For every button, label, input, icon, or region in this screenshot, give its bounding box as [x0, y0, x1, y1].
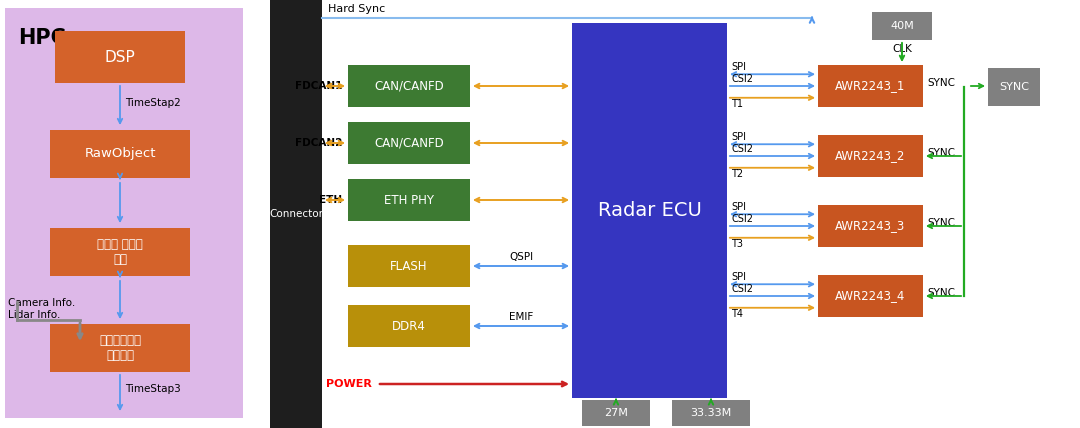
- Text: FDCAN1: FDCAN1: [295, 81, 342, 91]
- Text: SYNC: SYNC: [927, 218, 955, 228]
- Text: T2: T2: [731, 169, 743, 179]
- Bar: [818, 135, 923, 177]
- Bar: [50, 324, 190, 372]
- Bar: [270, 0, 322, 428]
- Text: TimeStap3: TimeStap3: [125, 384, 180, 394]
- Text: Radar ECU: Radar ECU: [597, 201, 701, 220]
- Bar: [348, 65, 470, 107]
- Text: DSP: DSP: [105, 50, 135, 65]
- Text: CAN/CANFD: CAN/CANFD: [374, 137, 444, 149]
- Text: CSI2: CSI2: [731, 284, 753, 294]
- Text: ETH PHY: ETH PHY: [384, 193, 434, 206]
- Text: TimeStap2: TimeStap2: [125, 98, 180, 108]
- Text: SPI: SPI: [731, 132, 746, 142]
- Text: AWR2243_1: AWR2243_1: [835, 80, 906, 92]
- Bar: [5, 8, 243, 418]
- Bar: [50, 130, 190, 178]
- Text: EMIF: EMIF: [509, 312, 534, 322]
- Text: CLK: CLK: [892, 44, 912, 54]
- Text: 40M: 40M: [890, 21, 914, 31]
- Text: AWR2243_3: AWR2243_3: [835, 220, 906, 232]
- Text: Camera Info.
Lidar Info.: Camera Info. Lidar Info.: [8, 298, 76, 320]
- Text: CSI2: CSI2: [731, 144, 753, 154]
- Text: T3: T3: [731, 239, 743, 249]
- Bar: [572, 23, 727, 398]
- Text: CSI2: CSI2: [731, 74, 753, 84]
- Text: SYNC: SYNC: [927, 78, 955, 88]
- Bar: [872, 12, 932, 40]
- Text: DDR4: DDR4: [392, 319, 426, 333]
- Text: 27M: 27M: [604, 408, 627, 418]
- Text: T1: T1: [731, 99, 743, 109]
- Text: Hard Sync: Hard Sync: [328, 4, 386, 14]
- Bar: [672, 400, 750, 426]
- Bar: [818, 275, 923, 317]
- Bar: [988, 68, 1040, 106]
- Text: FDCAN2: FDCAN2: [295, 138, 342, 148]
- Text: SYNC: SYNC: [999, 82, 1029, 92]
- Text: SPI: SPI: [731, 202, 746, 212]
- Text: SYNC: SYNC: [927, 148, 955, 158]
- Text: ETH: ETH: [319, 195, 342, 205]
- Text: POWER: POWER: [326, 379, 372, 389]
- Text: 33.33M: 33.33M: [690, 408, 731, 418]
- Text: SPI: SPI: [731, 62, 746, 72]
- Bar: [348, 179, 470, 221]
- Bar: [55, 31, 185, 83]
- Text: 过滤、 筛选、
估算: 过滤、 筛选、 估算: [97, 238, 143, 266]
- Text: SYNC: SYNC: [927, 288, 955, 298]
- Text: FLASH: FLASH: [390, 259, 428, 273]
- Bar: [348, 305, 470, 347]
- Bar: [348, 122, 470, 164]
- Text: 聚类、预测、
融合修正: 聚类、预测、 融合修正: [99, 334, 141, 362]
- Bar: [582, 400, 650, 426]
- Text: AWR2243_2: AWR2243_2: [835, 149, 906, 163]
- Text: AWR2243_4: AWR2243_4: [835, 289, 906, 303]
- Text: RawObject: RawObject: [84, 148, 156, 160]
- Bar: [818, 65, 923, 107]
- Bar: [50, 228, 190, 276]
- Bar: [348, 245, 470, 287]
- Text: HPC: HPC: [18, 28, 66, 48]
- Text: T4: T4: [731, 309, 743, 319]
- Bar: [818, 205, 923, 247]
- Text: QSPI: QSPI: [509, 252, 534, 262]
- Text: CAN/CANFD: CAN/CANFD: [374, 80, 444, 92]
- Text: SPI: SPI: [731, 272, 746, 282]
- Text: CSI2: CSI2: [731, 214, 753, 224]
- Text: Connector: Connector: [269, 209, 323, 219]
